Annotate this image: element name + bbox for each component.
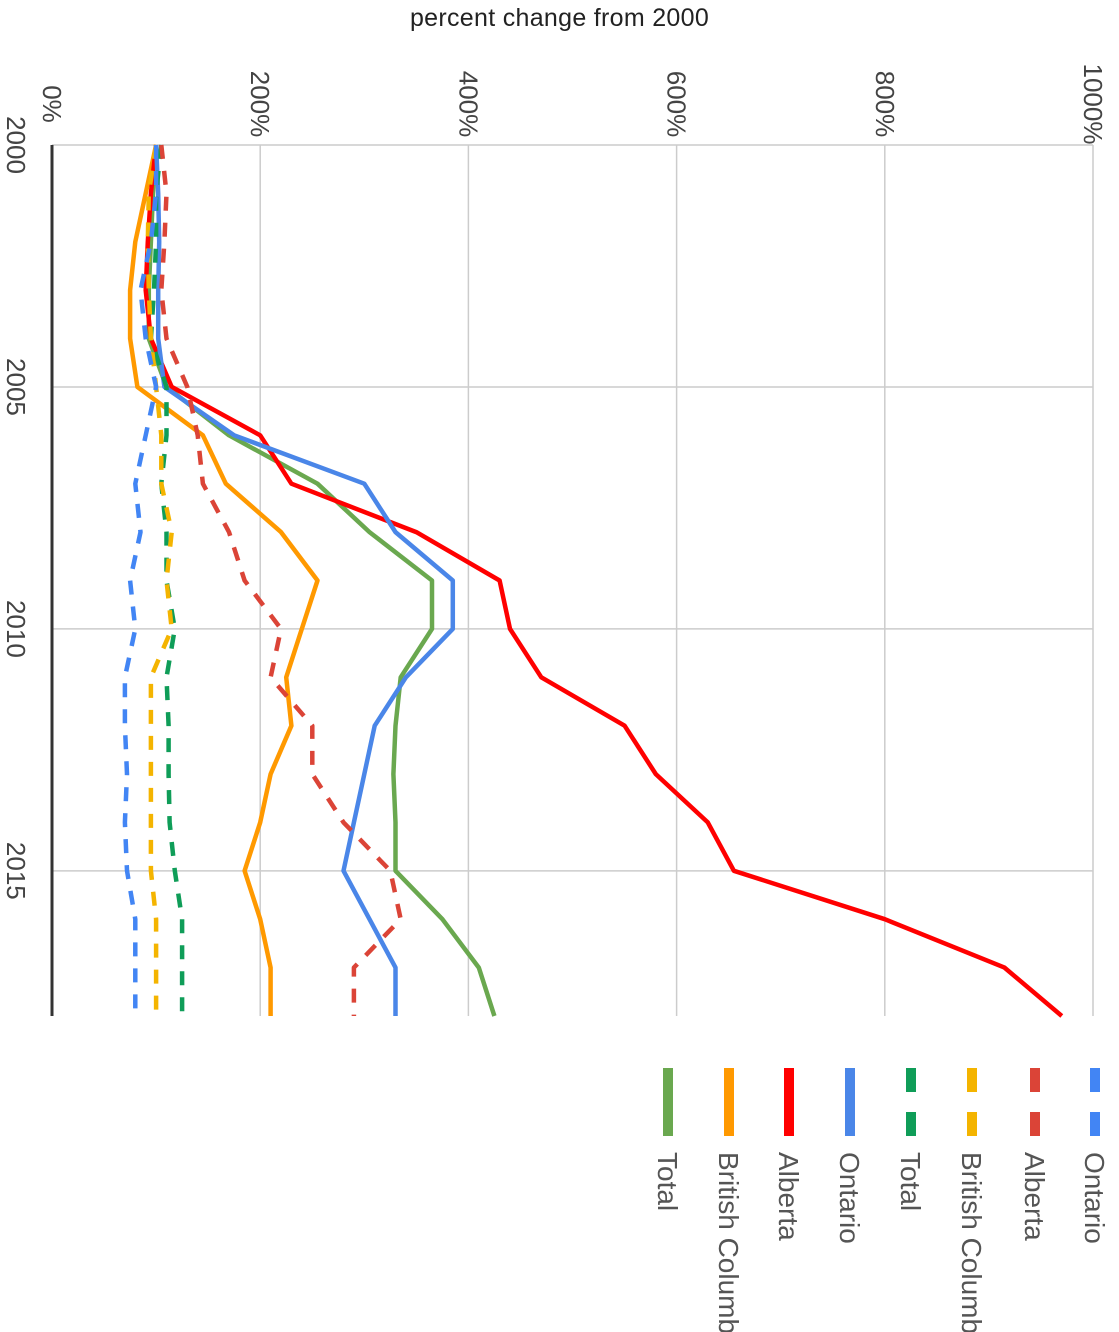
legend-entry: Total (652, 1068, 683, 1211)
legend-label: Total (895, 1152, 926, 1211)
tick-labels: 0% 200% 400% 600% 800% 1000% 2000 2005 2010 2015 (1, 64, 1108, 900)
legend: Ontario Alberta British Columbia Total Ontar… (652, 1068, 1110, 1332)
legend-label: Ontario (834, 1152, 865, 1244)
series-line-dashed-total (148, 144, 185, 1016)
value-tick-label: 400% (453, 71, 483, 138)
series-line-solid-british-columbia (127, 144, 320, 1016)
legend-entry: Alberta (773, 1068, 804, 1241)
legend-entry: Ontario (1079, 1068, 1110, 1244)
legend-label: Alberta (773, 1152, 804, 1241)
value-tick-label: 200% (245, 71, 275, 138)
chart-title: percent change from 2000 (409, 4, 710, 32)
legend-entry: Ontario (834, 1068, 865, 1244)
legend-label: British Columbia (956, 1152, 987, 1332)
series-line-solid-ontario (153, 144, 456, 1016)
year-tick-label: 2015 (1, 842, 31, 900)
legend-label: Total (652, 1152, 683, 1211)
year-tick-label: 2005 (1, 358, 31, 416)
series-lines (122, 144, 1064, 1018)
value-tick-label: 1000% (1078, 64, 1108, 145)
gridlines (52, 144, 1094, 1016)
legend-entry: Total (895, 1068, 926, 1211)
value-tick-label: 0% (37, 85, 67, 123)
series-line-dashed-british-columbia (145, 144, 174, 1016)
series-line-dashed-alberta (159, 144, 403, 1016)
series-line-solid-total (146, 144, 497, 1017)
legend-entry: Alberta (1019, 1068, 1050, 1241)
year-tick-label: 2000 (1, 116, 31, 174)
series-line-solid-alberta (143, 144, 1064, 1018)
legend-label: Alberta (1019, 1152, 1050, 1241)
value-tick-label: 800% (870, 71, 900, 138)
series-line-dashed-ontario (122, 145, 159, 1016)
year-tick-label: 2010 (1, 600, 31, 658)
legend-entry: British Columbia (956, 1068, 987, 1332)
legend-label: Ontario (1079, 1152, 1110, 1244)
legend-entry: British Columbia (713, 1068, 744, 1332)
value-tick-label: 600% (662, 71, 692, 138)
legend-label: British Columbia (713, 1152, 744, 1332)
